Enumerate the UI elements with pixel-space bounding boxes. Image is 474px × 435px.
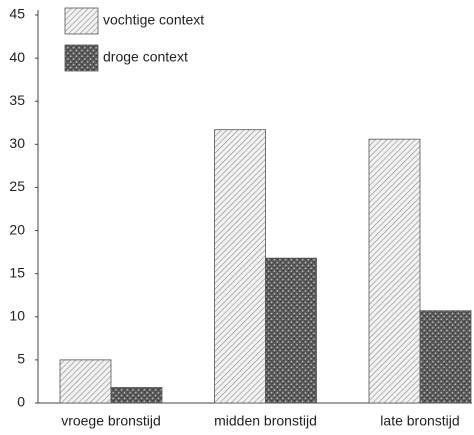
- y-tick-label: 0: [17, 394, 25, 410]
- y-tick-label: 15: [9, 264, 25, 280]
- x-tick-label: late bronstijd: [380, 413, 459, 429]
- bar: [214, 129, 266, 404]
- bar: [419, 310, 472, 404]
- x-tick-label: vroege bronstijd: [61, 413, 161, 429]
- bar: [265, 257, 317, 404]
- y-tick-label: 40: [9, 49, 25, 65]
- bar: [110, 387, 163, 404]
- y-tick-label: 10: [9, 307, 25, 323]
- y-tick-label: 5: [17, 351, 25, 367]
- x-tick-label: midden bronstijd: [214, 413, 317, 429]
- y-tick-label: 30: [9, 135, 25, 151]
- y-tick-label: 25: [9, 178, 25, 194]
- legend-label: droge context: [103, 49, 188, 65]
- y-tick-label: 45: [9, 6, 25, 22]
- legend-label: vochtige context: [103, 12, 204, 28]
- bar: [368, 138, 421, 404]
- y-tick-label: 20: [9, 221, 25, 237]
- y-tick-label: 35: [9, 92, 25, 108]
- legend-swatch: [64, 44, 99, 72]
- legend-swatch: [64, 7, 99, 35]
- bar: [59, 359, 112, 404]
